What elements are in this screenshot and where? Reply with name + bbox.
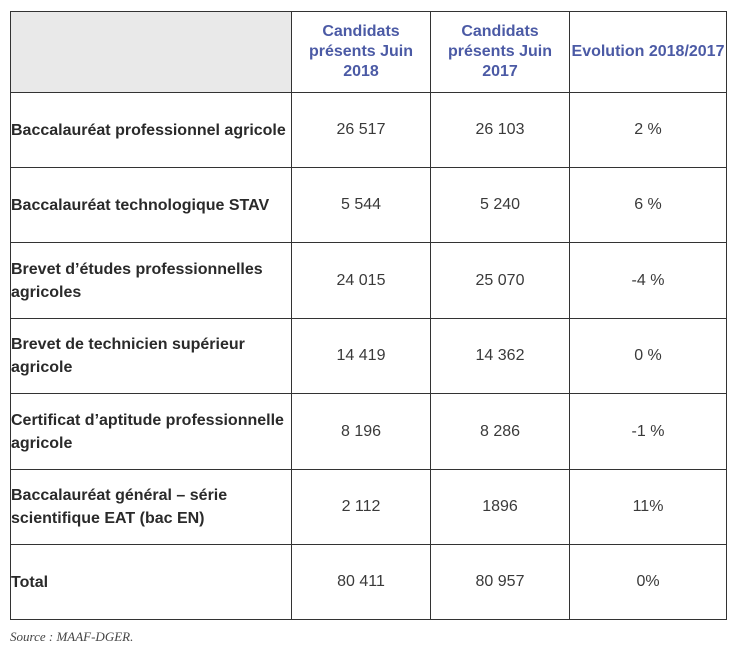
value-2018: 24 015 (291, 242, 431, 319)
row-label: Total (10, 544, 292, 620)
header-candidats-2017: Candidats présents Juin 2017 (430, 11, 570, 93)
table-row-total: Total 80 411 80 957 0% (10, 544, 727, 620)
value-evolution: 2 % (569, 92, 727, 168)
header-evolution: Evolution 2018/2017 (569, 11, 727, 93)
value-2017: 25 070 (430, 242, 570, 319)
value-2017: 1896 (430, 469, 570, 545)
value-2017: 26 103 (430, 92, 570, 168)
results-table: Candidats présents Juin 2018 Candidats p… (10, 11, 727, 620)
source-note: Source : MAAF-DGER. (10, 629, 134, 644)
value-2017: 5 240 (430, 167, 570, 243)
value-evolution: -4 % (569, 242, 727, 319)
table-header-row: Candidats présents Juin 2018 Candidats p… (10, 11, 727, 93)
value-2017: 8 286 (430, 393, 570, 470)
table-row: Brevet de technicien supérieur agricole … (10, 318, 727, 394)
row-label: Baccalauréat professionnel agricole (10, 92, 292, 168)
value-evolution: 6 % (569, 167, 727, 243)
value-evolution: -1 % (569, 393, 727, 470)
value-evolution: 0% (569, 544, 727, 620)
value-2018: 80 411 (291, 544, 431, 620)
value-2017: 14 362 (430, 318, 570, 394)
value-2018: 8 196 (291, 393, 431, 470)
row-label: Brevet d’études professionnelles agricol… (10, 242, 292, 319)
value-2018: 5 544 (291, 167, 431, 243)
value-2018: 26 517 (291, 92, 431, 168)
row-label: Baccalauréat technologique STAV (10, 167, 292, 243)
row-label: Baccalauréat général – série scientifiqu… (10, 469, 292, 545)
table-row: Baccalauréat technologique STAV 5 544 5 … (10, 167, 727, 243)
value-2018: 14 419 (291, 318, 431, 394)
table-row: Certificat d’aptitude professionnelle ag… (10, 393, 727, 470)
row-label: Certificat d’aptitude professionnelle ag… (10, 393, 292, 470)
table-row: Brevet d’études professionnelles agricol… (10, 242, 727, 319)
table-row: Baccalauréat général – série scientifiqu… (10, 469, 727, 545)
row-label: Brevet de technicien supérieur agricole (10, 318, 292, 394)
value-2018: 2 112 (291, 469, 431, 545)
header-candidats-2018: Candidats présents Juin 2018 (291, 11, 431, 93)
table-row: Baccalauréat professionnel agricole 26 5… (10, 92, 727, 168)
value-2017: 80 957 (430, 544, 570, 620)
value-evolution: 0 % (569, 318, 727, 394)
value-evolution: 11% (569, 469, 727, 545)
header-corner-cell (10, 11, 292, 93)
